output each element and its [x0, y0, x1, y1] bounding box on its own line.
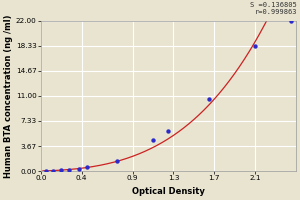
Y-axis label: Human BTA concentration (ng /ml): Human BTA concentration (ng /ml) — [4, 14, 13, 178]
Point — [115, 159, 120, 162]
Point — [76, 167, 81, 170]
Point — [67, 168, 72, 171]
X-axis label: Optical Density: Optical Density — [132, 187, 205, 196]
Point — [253, 44, 257, 48]
Point — [151, 139, 155, 142]
Point — [84, 166, 89, 169]
Point — [166, 130, 171, 133]
Point — [288, 19, 293, 22]
Point — [51, 169, 56, 172]
Text: S =0.136805
r=0.999863: S =0.136805 r=0.999863 — [250, 2, 297, 15]
Point — [44, 169, 48, 172]
Point — [59, 169, 64, 172]
Point — [207, 98, 212, 101]
